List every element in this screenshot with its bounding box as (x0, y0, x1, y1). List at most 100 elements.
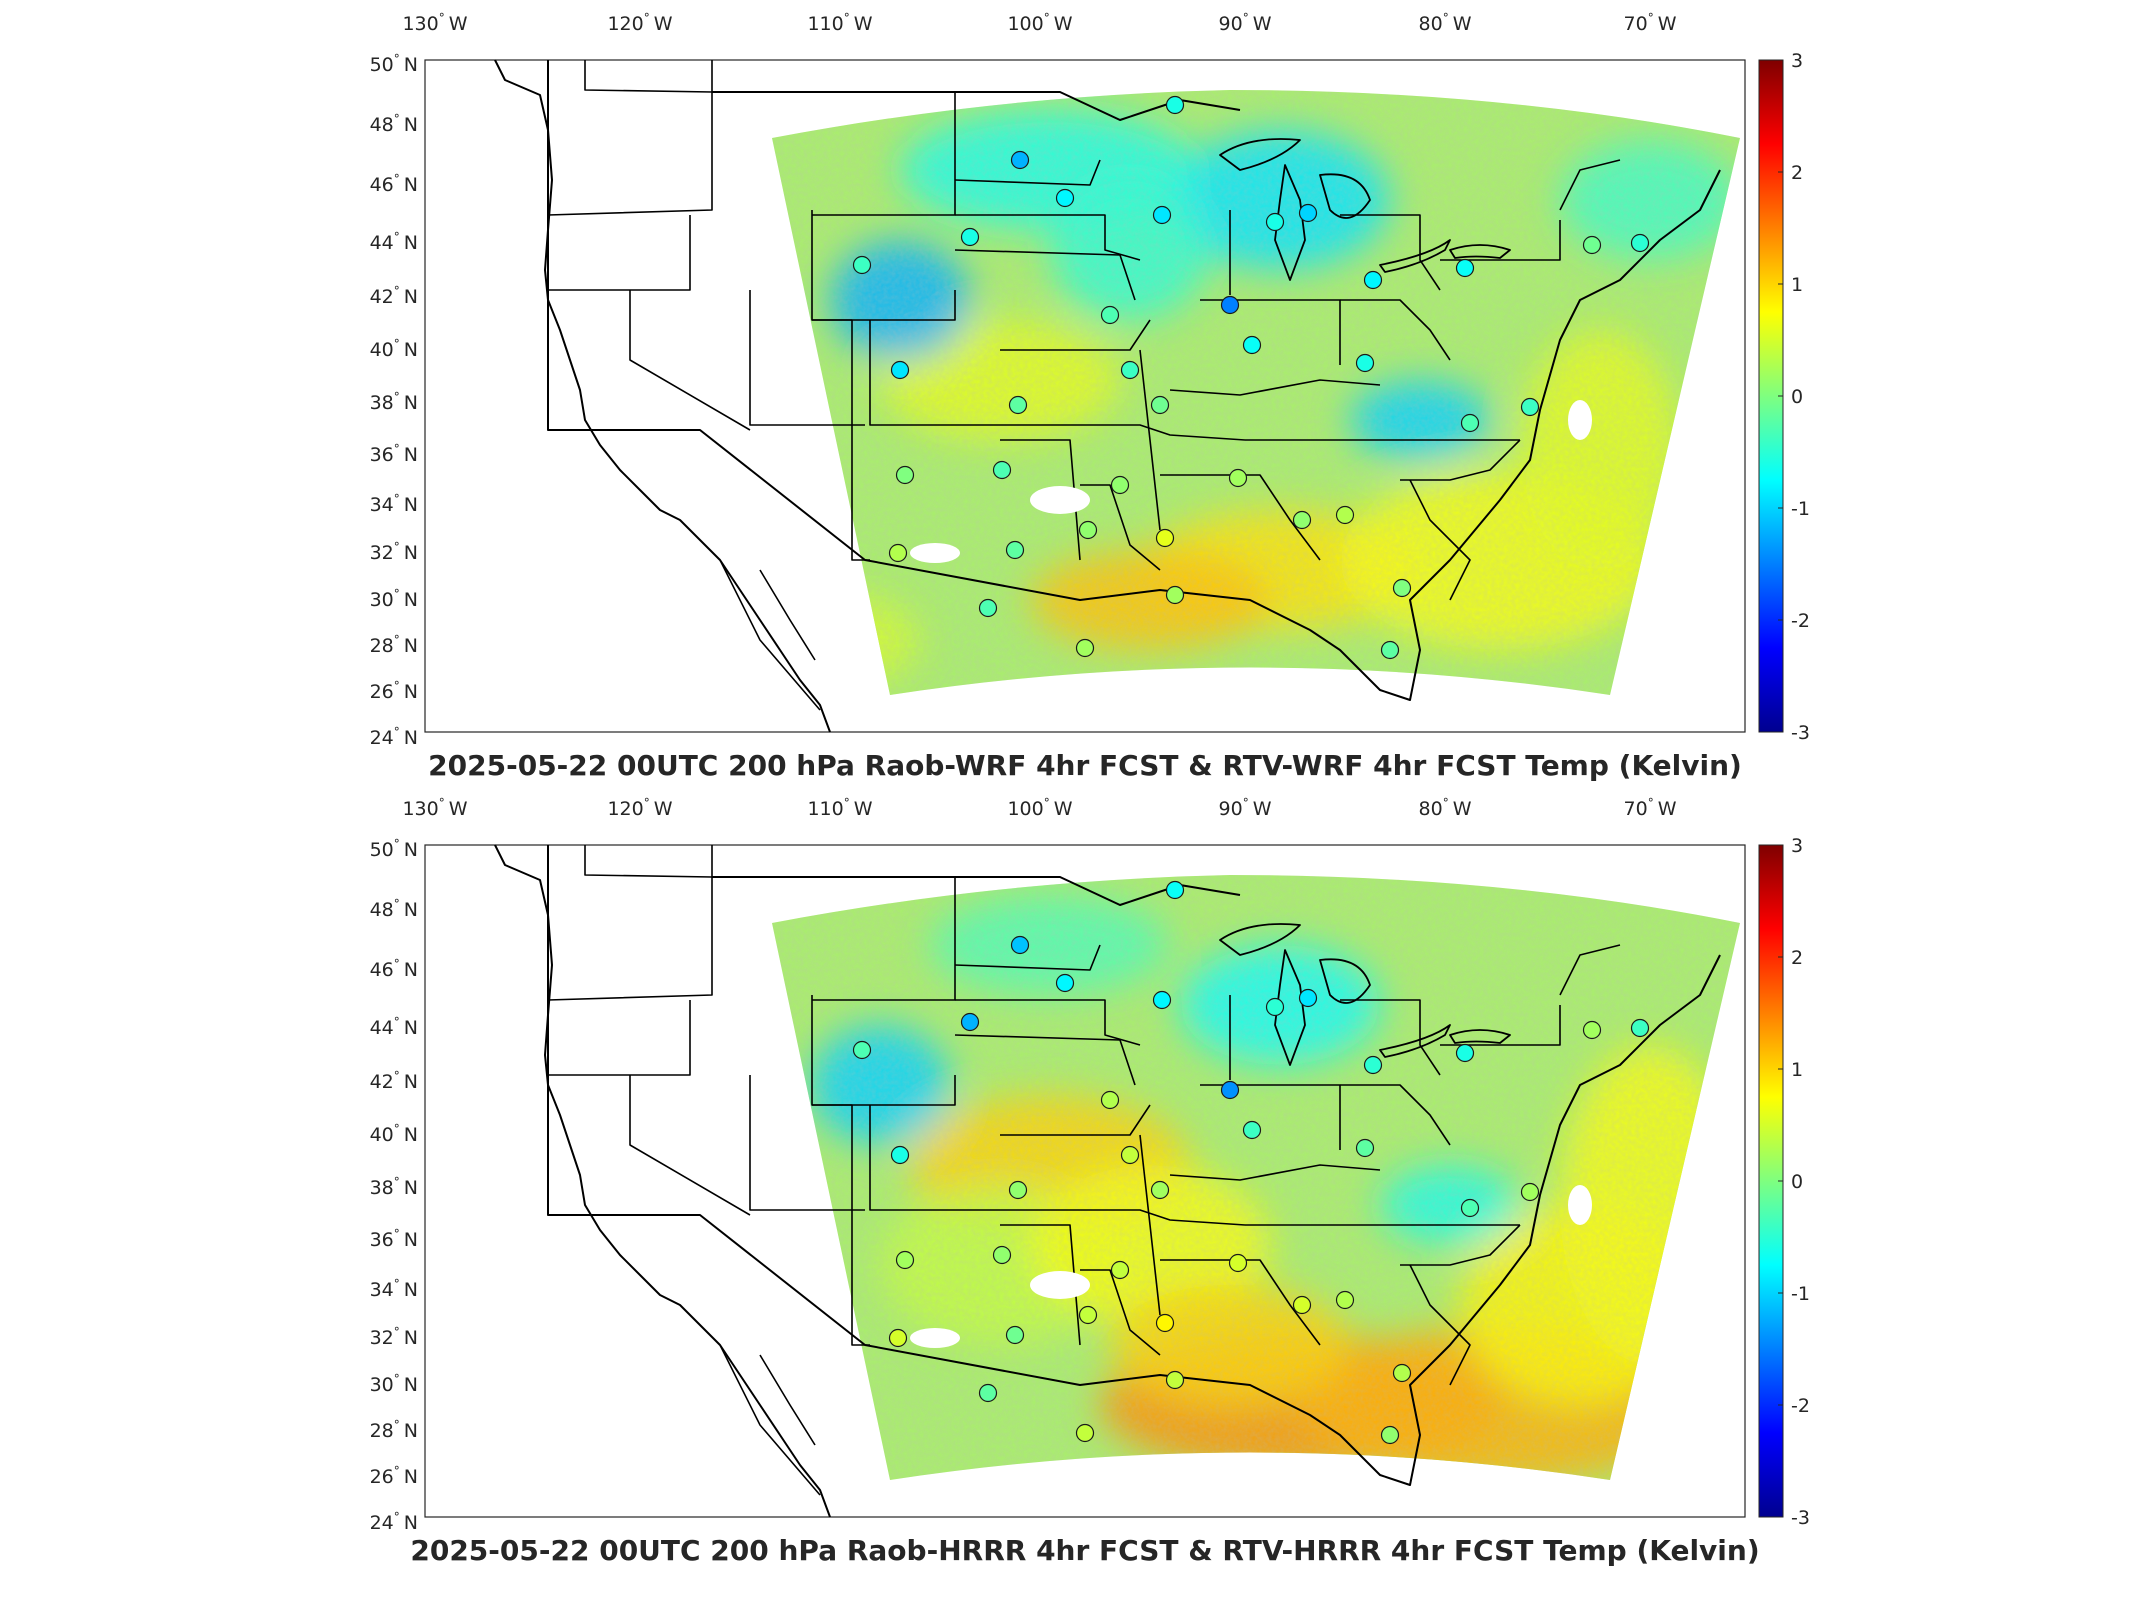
state-boundary (548, 1000, 691, 1076)
raob-station-marker (1228, 1253, 1248, 1273)
state-boundary (629, 290, 751, 431)
raob-station-marker (992, 460, 1012, 480)
state-boundary (811, 210, 956, 321)
temperature-field (772, 875, 1740, 1480)
lat-tick-label: 38° N (370, 390, 418, 414)
lat-tick-label: 44° N (370, 230, 418, 254)
raob-station-marker (1265, 212, 1285, 232)
lat-tick-label: 50° N (370, 52, 418, 76)
raob-station-marker (1460, 1198, 1480, 1218)
lat-tick-label: 36° N (370, 1227, 418, 1251)
raob-station-marker (1110, 1260, 1130, 1280)
raob-station-marker (1150, 395, 1170, 415)
panel-title: 2025-05-22 00UTC 200 hPa Raob-HRRR 4hr F… (410, 1534, 1759, 1567)
raob-station-marker (1220, 1080, 1240, 1100)
lat-tick-label: 24° N (370, 1510, 418, 1534)
raob-station-marker (1242, 1120, 1262, 1140)
lat-tick-label: 50° N (370, 837, 418, 861)
raob-station-marker (960, 1012, 980, 1032)
lat-tick-label: 24° N (370, 725, 418, 749)
lon-tick-label: 80° W (1419, 11, 1472, 35)
state-boundary (955, 999, 1141, 1046)
temperature-field (772, 90, 1740, 695)
state-boundary (1340, 1084, 1451, 1146)
lon-tick-label: 70° W (1624, 11, 1677, 35)
great-lakes (1219, 138, 1511, 281)
lat-tick-label: 34° N (370, 1277, 418, 1301)
lon-tick-label: 110° W (807, 11, 872, 35)
state-boundary (749, 1075, 865, 1211)
lon-tick-label: 130° W (402, 11, 467, 35)
state-boundary (547, 92, 713, 216)
lat-tick-label: 30° N (370, 587, 418, 611)
raob-station-marker (1120, 360, 1140, 380)
raob-stations (852, 880, 1650, 1445)
state-boundary (584, 60, 713, 93)
raob-station-marker (1005, 1325, 1025, 1345)
raob-station-marker (1152, 205, 1172, 225)
raob-station-marker (895, 465, 915, 485)
raob-station-marker (1298, 203, 1318, 223)
raob-station-marker (1055, 188, 1075, 208)
raob-station-marker (1355, 353, 1375, 373)
lat-tick-label: 32° N (370, 1325, 418, 1349)
geographic-boundaries (494, 59, 1721, 733)
lon-tick-label: 120° W (607, 11, 672, 35)
colorbar-tick-label: 1 (1791, 1059, 1803, 1081)
colorbar-tick-label: 3 (1791, 835, 1803, 857)
raob-station-marker (1165, 1370, 1185, 1390)
raob-station-marker (1078, 520, 1098, 540)
colorbar-tick-label: -1 (1791, 498, 1810, 520)
colorbar-tick-label: -1 (1791, 1283, 1810, 1305)
raob-station-marker (1220, 295, 1240, 315)
baja-coast (719, 1344, 821, 1496)
lon-tick-label: 130° W (402, 796, 467, 820)
raob-station-marker (978, 598, 998, 618)
raob-station-marker (1100, 305, 1120, 325)
lat-tick-label: 40° N (370, 1122, 418, 1146)
raob-station-marker (852, 255, 872, 275)
raob-station-marker (1165, 95, 1185, 115)
raob-station-marker (890, 360, 910, 380)
raob-station-marker (1335, 505, 1355, 525)
lat-tick-label: 38° N (370, 1175, 418, 1199)
state-boundary (812, 319, 853, 425)
state-boundary (1400, 439, 1521, 481)
state-boundary (1000, 1209, 1246, 1226)
state-boundary (955, 214, 1141, 261)
lat-tick-label: 26° N (370, 679, 418, 703)
state-boundary (851, 1210, 870, 1346)
state-boundary (954, 1034, 1136, 1086)
raob-station-marker (1455, 1043, 1475, 1063)
missing-data-patch (1030, 486, 1090, 514)
state-boundary (1080, 1269, 1161, 1356)
state-boundary (629, 1075, 751, 1216)
state-boundary (1559, 944, 1621, 996)
colorbar-tick-label: 3 (1791, 50, 1803, 72)
lat-tick-label: 40° N (370, 337, 418, 361)
raob-station-marker (1120, 1145, 1140, 1165)
lat-tick-label: 44° N (370, 1015, 418, 1039)
state-boundary (1340, 299, 1451, 361)
raob-station-marker (1075, 638, 1095, 658)
state-boundary (1000, 424, 1246, 441)
raob-station-marker (1005, 540, 1025, 560)
state-boundary (954, 249, 1136, 301)
state-boundary (1340, 999, 1441, 1076)
state-boundary (1139, 1134, 1161, 1316)
raob-station-marker (1152, 990, 1172, 1010)
raob-station-marker (1055, 973, 1075, 993)
raob-station-marker (1292, 510, 1312, 530)
geographic-boundaries (494, 844, 1721, 1518)
missing-data-patch (910, 1328, 960, 1348)
state-boundary (1139, 349, 1161, 531)
state-boundary (1160, 1259, 1321, 1346)
raob-station-marker (1355, 1138, 1375, 1158)
raob-station-marker (1010, 150, 1030, 170)
lat-tick-label: 32° N (370, 540, 418, 564)
state-boundary (547, 877, 713, 1001)
raob-station-marker (1242, 335, 1262, 355)
colorbar-tick-label: 2 (1791, 162, 1803, 184)
raob-station-marker (1520, 1182, 1540, 1202)
